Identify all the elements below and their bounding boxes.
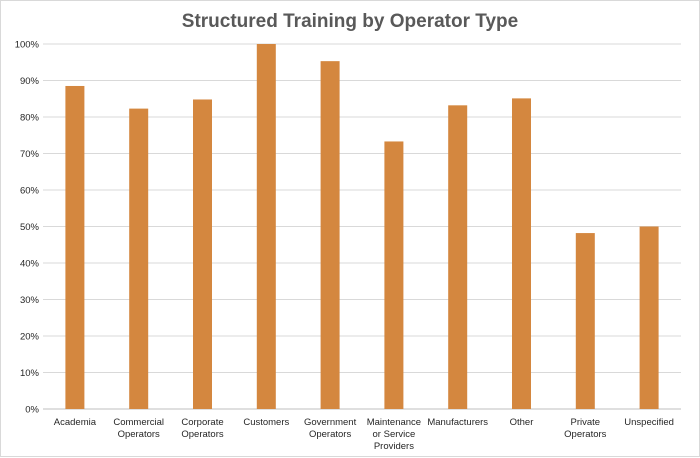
x-tick-label: Manufacturers (427, 417, 488, 428)
bar (575, 233, 595, 409)
x-tick-label: Government Operators (304, 417, 357, 440)
y-axis-ticks: 0% 10% 20% 30% 40% 50% 60% 70% 80% 90% 100% (15, 40, 40, 416)
chart-title: Structured Training by Operator Type (182, 11, 518, 32)
y-tick-label: 70% (20, 149, 40, 160)
x-tick-label: Corporate Operators (181, 417, 223, 440)
y-tick-label: 40% (20, 259, 40, 270)
x-axis-ticks: Academia Commercial Operators Corporate Oper… (54, 417, 674, 452)
y-tick-label: 60% (20, 186, 40, 197)
bar (129, 108, 149, 409)
bar (320, 61, 340, 409)
bars (65, 44, 659, 409)
y-tick-label: 20% (20, 332, 40, 343)
x-tick-label: Private Operators (564, 417, 606, 440)
grid-lines (43, 43, 681, 410)
x-tick-label: Unspecified (624, 417, 674, 428)
y-tick-label: 90% (20, 76, 40, 87)
y-tick-label: 30% (20, 295, 40, 306)
x-tick-label: Maintenance or Service Providers (367, 417, 421, 452)
bar (193, 99, 212, 409)
y-tick-label: 100% (15, 40, 40, 51)
x-tick-label: Other (510, 417, 534, 428)
bar (639, 226, 659, 409)
bar (512, 98, 531, 409)
x-tick-label: Commercial Operators (113, 417, 164, 440)
bar (65, 85, 85, 409)
y-tick-label: 50% (20, 222, 40, 233)
x-tick-label: Academia (54, 417, 97, 428)
y-tick-label: 80% (20, 113, 40, 124)
x-tick-label: Customers (243, 417, 289, 428)
bar (256, 44, 276, 409)
bar (448, 105, 468, 409)
y-tick-label: 10% (20, 368, 40, 379)
bar (384, 141, 404, 409)
y-tick-label: 0% (25, 405, 39, 416)
